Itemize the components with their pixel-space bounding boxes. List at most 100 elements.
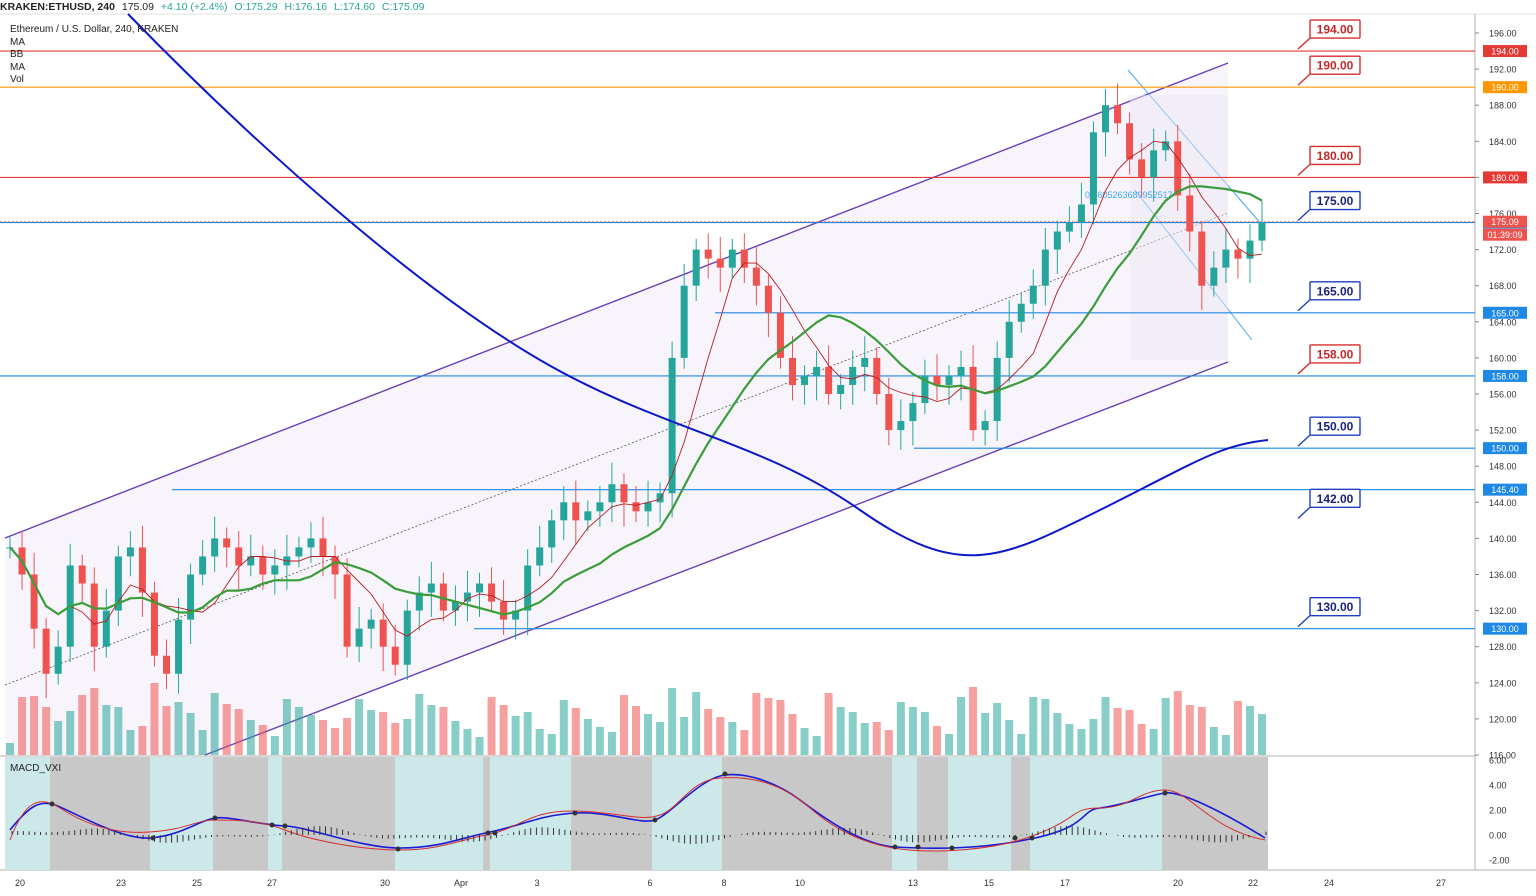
time-tick-label: 17 bbox=[1060, 878, 1070, 888]
macd-regime-band bbox=[1011, 757, 1030, 870]
volume-bar bbox=[222, 704, 231, 755]
ma-mid-line bbox=[9, 185, 1263, 616]
time-axis[interactable]: 20 23 25 27 30 Apr 3 6 8 10 13 15 17 20 22 24 27 bbox=[15, 878, 1446, 888]
price-change: +4.10 (+2.4%) bbox=[160, 1, 228, 13]
macd-cross-dot bbox=[892, 844, 898, 850]
price-callout-box bbox=[1309, 488, 1361, 509]
candle-body bbox=[740, 249, 748, 268]
volume-bar bbox=[463, 729, 472, 755]
volume-bar bbox=[728, 722, 737, 755]
indicator-ma-2[interactable]: MA bbox=[10, 61, 25, 73]
high-price: H:176.16 bbox=[284, 1, 328, 13]
candle-body bbox=[716, 258, 724, 268]
price-callout-label: 130.00 bbox=[1317, 600, 1354, 614]
price-callout-pointer bbox=[1297, 615, 1311, 628]
candle-body bbox=[668, 357, 676, 494]
volume-bar bbox=[30, 696, 39, 755]
price-callout-pointer bbox=[1297, 163, 1311, 176]
macd-tick-label: -2.00 bbox=[1489, 856, 1510, 866]
price-callout-pointer bbox=[1297, 37, 1311, 50]
indicator-vol[interactable]: Vol bbox=[10, 74, 24, 85]
candle-body bbox=[801, 375, 809, 385]
volume-bar bbox=[379, 712, 388, 755]
candle-body bbox=[391, 646, 399, 665]
volume-bar bbox=[1041, 699, 1050, 755]
candle-body bbox=[1174, 141, 1182, 196]
level-axis-label: 165.00 bbox=[1491, 308, 1519, 318]
price-tick-label: 160.00 bbox=[1489, 353, 1517, 363]
callouts-layer[interactable]: 194.00 190.00 180.00 175.00 165.00 158.00 150.… bbox=[1297, 19, 1361, 628]
volume-bar bbox=[644, 714, 653, 755]
macd-regime-band bbox=[1162, 757, 1268, 870]
volume-bar bbox=[1137, 724, 1146, 755]
last-price: 175.09 bbox=[121, 1, 154, 13]
price-axis[interactable]: 196.00 192.00 188.00 184.00 180.00 176.00 172.… bbox=[1475, 29, 1527, 761]
volume-bar bbox=[319, 720, 327, 755]
channel-fill bbox=[5, 63, 1228, 755]
candle-body bbox=[259, 556, 267, 575]
volume-bar bbox=[487, 697, 496, 755]
candle-body bbox=[861, 357, 869, 367]
candle-body bbox=[849, 366, 857, 385]
volume-bar bbox=[981, 713, 990, 755]
candle-body bbox=[885, 394, 893, 431]
candle-body bbox=[295, 547, 303, 557]
candle-body bbox=[223, 538, 231, 548]
volume-bar bbox=[1101, 697, 1110, 755]
macd-label[interactable]: MACD_VXI bbox=[10, 763, 62, 774]
candle-body bbox=[969, 366, 977, 431]
volume-bar bbox=[824, 693, 833, 755]
symbol-name[interactable]: KRAKEN:ETHUSD, 240 bbox=[0, 1, 115, 13]
level-axis-badge bbox=[1483, 483, 1527, 496]
volume-bar bbox=[18, 697, 27, 755]
candle-body bbox=[42, 628, 50, 674]
price-tick-label: 164.00 bbox=[1489, 317, 1517, 327]
candles-layer bbox=[6, 13, 1269, 755]
price-tick-label: 132.00 bbox=[1489, 606, 1517, 616]
price-callout-box bbox=[1309, 190, 1361, 211]
volume-bar bbox=[294, 707, 303, 755]
candle-body bbox=[608, 484, 616, 503]
indicator-ma-1[interactable]: MA bbox=[10, 36, 25, 48]
price-tick-label: 168.00 bbox=[1489, 281, 1517, 291]
channel-midline bbox=[4, 212, 1229, 686]
level-axis-label: 145.40 bbox=[1491, 485, 1519, 495]
candle-body bbox=[789, 357, 796, 385]
volume-bar bbox=[535, 729, 544, 755]
candle-body bbox=[403, 610, 411, 665]
volume-bar bbox=[800, 728, 809, 755]
price-callout-pointer bbox=[1297, 434, 1311, 447]
candle-body bbox=[1017, 303, 1025, 322]
candle-body bbox=[728, 249, 736, 268]
candle-body bbox=[524, 565, 532, 611]
volume-bar bbox=[632, 706, 640, 755]
volume-bar bbox=[282, 699, 291, 755]
level-axis-badge bbox=[1483, 369, 1527, 382]
volume-bar bbox=[210, 693, 219, 755]
price-callout-box bbox=[1309, 416, 1361, 436]
time-tick-label: 20 bbox=[15, 878, 25, 888]
volume-bar bbox=[246, 720, 255, 755]
candle-body bbox=[813, 366, 821, 376]
macd-cross-dot bbox=[282, 823, 288, 829]
volume-bar bbox=[884, 730, 893, 755]
open-price: O:175.29 bbox=[234, 1, 278, 13]
volume-bar bbox=[150, 683, 159, 755]
volume-bar bbox=[848, 712, 857, 755]
macd-cross-dot bbox=[915, 844, 921, 850]
indicator-bb[interactable]: BB bbox=[10, 49, 24, 60]
price-tick-label: 184.00 bbox=[1489, 137, 1517, 147]
time-tick-label: 22 bbox=[1248, 878, 1258, 888]
volume-bar bbox=[1173, 691, 1182, 755]
time-tick-label: Apr bbox=[454, 878, 468, 888]
macd-regime-band bbox=[722, 757, 892, 870]
candle-body bbox=[463, 592, 471, 602]
price-callout-box bbox=[1309, 55, 1361, 75]
macd-regime-band bbox=[395, 757, 483, 870]
volume-bar bbox=[234, 709, 243, 755]
candle-body bbox=[632, 502, 640, 512]
candle-body bbox=[1102, 105, 1109, 133]
time-tick-label: 6 bbox=[647, 878, 652, 888]
candle-body bbox=[439, 583, 447, 611]
